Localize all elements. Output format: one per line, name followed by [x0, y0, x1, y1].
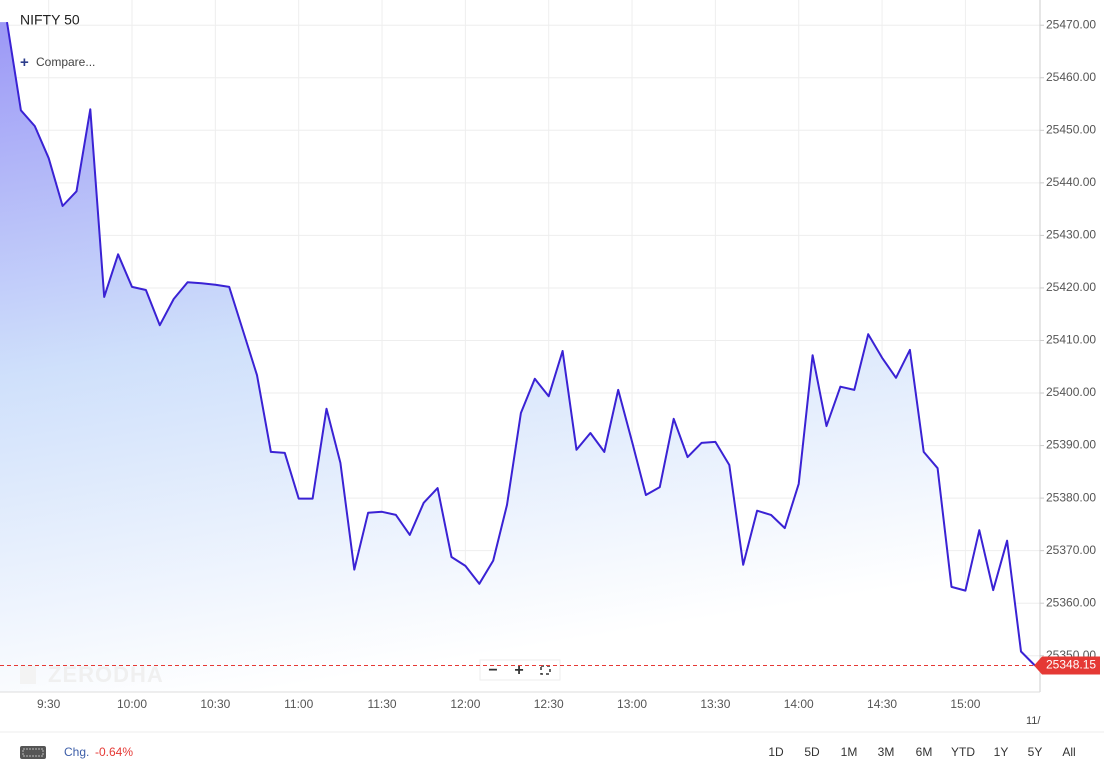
y-tick-label: 25470.00 [1046, 17, 1096, 31]
plot [0, 21, 1036, 693]
range-button[interactable]: 5Y [1028, 745, 1043, 759]
x-tick-label: 10:30 [200, 697, 230, 711]
y-tick-label: 25450.00 [1046, 122, 1096, 136]
fullscreen[interactable] [540, 665, 551, 675]
keyboard-icon[interactable] [20, 746, 46, 759]
x-tick-label: 13:30 [700, 697, 730, 711]
x-tick-label: 12:00 [450, 697, 480, 711]
y-tick-label: 25420.00 [1046, 280, 1096, 294]
x-tick-label: 10:00 [117, 697, 147, 711]
y-tick-label: 25430.00 [1046, 228, 1096, 242]
zoom-out[interactable]: − [488, 662, 497, 679]
range-button[interactable]: All [1062, 745, 1075, 759]
zoom-in[interactable]: + [514, 662, 523, 679]
x-edge-label: 11/ [1026, 715, 1041, 727]
x-tick-label: 13:00 [617, 697, 647, 711]
y-tick-label: 25370.00 [1046, 543, 1096, 557]
y-tick-label: 25390.00 [1046, 438, 1096, 452]
range-button[interactable]: 6M [916, 745, 933, 759]
watermark-logo [20, 666, 36, 684]
y-tick-label: 25380.00 [1046, 490, 1096, 504]
x-tick-label: 11:00 [284, 697, 313, 711]
keyboard-keys[interactable] [22, 748, 44, 757]
x-tick-label: 14:30 [867, 697, 897, 711]
y-tick-label: 25440.00 [1046, 175, 1096, 189]
change-label: Chg. [64, 745, 89, 759]
y-tick-label: 25360.00 [1046, 595, 1096, 609]
last-price-label: 25348.15 [1046, 658, 1096, 672]
range-button[interactable]: 3M [878, 745, 895, 759]
y-tick-label: 25460.00 [1046, 70, 1096, 84]
range-button[interactable]: 1D [768, 745, 784, 759]
change-value: -0.64% [95, 745, 133, 759]
range-button[interactable]: 5D [804, 745, 820, 759]
y-tick-label: 25400.00 [1046, 385, 1096, 399]
range-button[interactable]: 1M [841, 745, 858, 759]
x-tick-label: 11:30 [367, 697, 396, 711]
x-tick-label: 14:00 [784, 697, 814, 711]
x-tick-label: 9:30 [37, 697, 61, 711]
range-button[interactable]: YTD [951, 745, 975, 759]
price-line [6, 21, 1036, 667]
range-button[interactable]: 1Y [994, 745, 1009, 759]
last-price-tag [1034, 656, 1100, 675]
watermark: ZERODHA [48, 662, 164, 687]
x-tick-label: 12:30 [534, 697, 564, 711]
chart-title: NIFTY 50 [20, 12, 80, 28]
compare-button[interactable]: Compare... [36, 55, 95, 69]
area [0, 22, 1035, 693]
y-tick-label: 25410.00 [1046, 333, 1096, 347]
keyboard-body[interactable] [20, 746, 46, 759]
compare-icon[interactable]: + [20, 54, 29, 71]
x-tick-label: 15:00 [950, 697, 980, 711]
zoom-controls: − + [479, 659, 561, 681]
range-buttons: 1D 5D 1M 3M 6M YTD 1Y 5Y All [768, 745, 1075, 759]
